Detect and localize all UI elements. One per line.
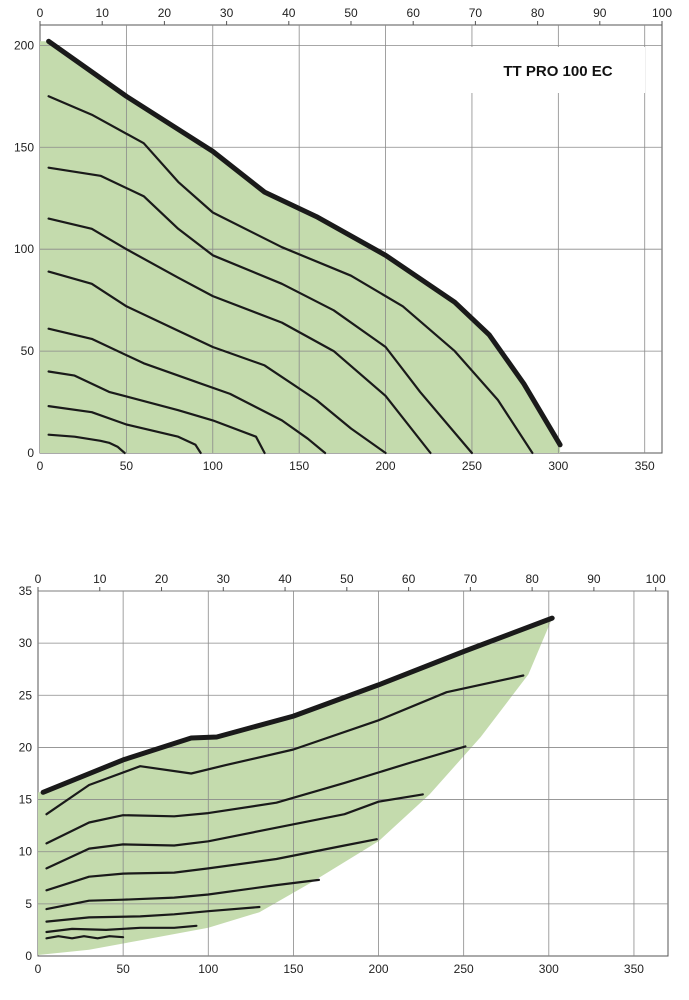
x-tick-label: 0 [35,962,42,976]
title-box [420,47,645,93]
max-curve-line [46,38,563,448]
y-tick-label: 50 [21,344,35,358]
speed-curve-line-7 [45,924,198,934]
y-tick-label: 200 [14,38,34,52]
x2-tick-label: 60 [407,6,421,20]
x2-tick-label: 20 [158,6,172,20]
speed-curve-line-1 [45,674,525,816]
x2-tick-label: 70 [469,6,483,20]
x2-tick-label: 90 [587,572,601,586]
speed-curve-line-3 [47,217,432,455]
speed-curve-line-5 [47,327,327,455]
y-tick-label: 5 [25,897,32,911]
x-tick-label: 50 [120,459,134,473]
x2-tick-label: 30 [217,572,231,586]
x-tick-label: 150 [289,459,309,473]
x2-tick-label: 30 [220,6,234,20]
x-tick-label: 100 [198,962,218,976]
y-tick-label: 20 [19,740,33,754]
speed-curve-line-4 [45,838,378,892]
x2-tick-label: 10 [93,572,107,586]
x-tick-label: 300 [548,459,568,473]
y-tick-label: 25 [19,688,33,702]
speed-curve-line-2 [47,166,473,455]
y-tick-label: 15 [19,793,33,807]
speed-curve-line-6 [47,370,266,455]
x2-tick-label: 70 [464,572,478,586]
x2-tick-label: 100 [646,572,666,586]
max-curve-line [40,615,555,795]
x2-tick-label: 90 [593,6,607,20]
speed-curve-line-2 [45,745,467,845]
x2-tick-label: 50 [344,6,358,20]
x2-tick-label: 100 [652,6,672,20]
y-tick-label: 0 [25,949,32,963]
x-tick-label: 300 [539,962,559,976]
speed-curve-line-7 [47,405,202,455]
x-tick-label: 350 [635,459,655,473]
x2-tick-label: 60 [402,572,416,586]
x2-tick-label: 0 [37,6,44,20]
speed-curve-line-8 [47,433,126,455]
x2-tick-label: 40 [282,6,296,20]
x-tick-label: 200 [369,962,389,976]
x2-tick-label: 20 [155,572,169,586]
x2-tick-label: 80 [531,6,545,20]
x-tick-label: 100 [203,459,223,473]
x2-tick-label: 80 [525,572,539,586]
y-tick-label: 35 [19,584,33,598]
y-tick-label: 150 [14,140,34,154]
chart-title: TT PRO 100 EC [503,63,612,80]
x-tick-label: 50 [116,962,130,976]
flow-pressure-chart: TT PRO 100 EC0 50 100 150 200 250 300 350050100… [14,6,672,473]
speed-curve-line-3 [45,793,424,870]
x2-tick-label: 0 [35,572,42,586]
y-tick-label: 0 [27,446,34,460]
x2-tick-label: 50 [340,572,354,586]
x2-tick-label: 40 [278,572,292,586]
speed-curve-line-4 [47,270,387,455]
speed-curve-line-1 [47,95,534,455]
x-tick-label: 250 [454,962,474,976]
x-tick-label: 250 [462,459,482,473]
y-tick-label: 30 [19,636,33,650]
speed-curve-line-8 [45,935,125,940]
speed-curve-line-6 [45,905,261,923]
speed-curve-line-5 [45,878,320,911]
x-tick-label: 200 [376,459,396,473]
x-tick-label: 0 [37,459,44,473]
x-tick-label: 350 [624,962,644,976]
x-tick-label: 150 [283,962,303,976]
operating-area [40,41,561,454]
y-tick-label: 10 [19,845,33,859]
x2-tick-label: 10 [96,6,110,20]
y-tick-label: 100 [14,242,34,256]
